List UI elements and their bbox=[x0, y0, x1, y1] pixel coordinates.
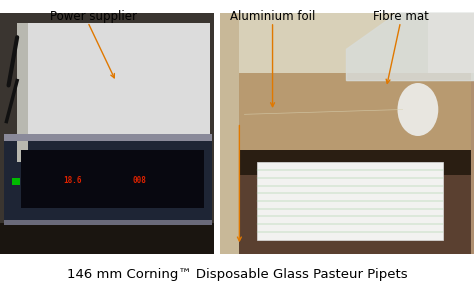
FancyBboxPatch shape bbox=[257, 162, 443, 239]
Text: 18.6: 18.6 bbox=[63, 176, 82, 185]
FancyBboxPatch shape bbox=[4, 141, 212, 223]
Polygon shape bbox=[346, 13, 474, 81]
FancyBboxPatch shape bbox=[17, 23, 210, 162]
FancyBboxPatch shape bbox=[239, 170, 472, 254]
Text: 146 mm Corning™ Disposable Glass Pasteur Pipets: 146 mm Corning™ Disposable Glass Pasteur… bbox=[67, 268, 407, 281]
FancyBboxPatch shape bbox=[17, 23, 28, 162]
FancyBboxPatch shape bbox=[239, 150, 472, 175]
Ellipse shape bbox=[398, 83, 438, 136]
Text: 008: 008 bbox=[133, 176, 147, 185]
FancyBboxPatch shape bbox=[219, 13, 474, 254]
FancyBboxPatch shape bbox=[0, 13, 214, 254]
Text: Fibre mat: Fibre mat bbox=[373, 10, 428, 23]
FancyBboxPatch shape bbox=[219, 13, 245, 254]
FancyBboxPatch shape bbox=[4, 220, 212, 225]
Text: Aluminium foil: Aluminium foil bbox=[230, 10, 315, 23]
FancyBboxPatch shape bbox=[21, 150, 203, 208]
FancyBboxPatch shape bbox=[428, 13, 474, 73]
FancyBboxPatch shape bbox=[239, 73, 472, 158]
FancyBboxPatch shape bbox=[4, 134, 212, 141]
FancyBboxPatch shape bbox=[239, 13, 474, 81]
Text: Power supplier: Power supplier bbox=[50, 10, 137, 23]
FancyBboxPatch shape bbox=[0, 223, 214, 254]
FancyBboxPatch shape bbox=[216, 13, 220, 254]
FancyBboxPatch shape bbox=[12, 178, 20, 185]
FancyBboxPatch shape bbox=[0, 13, 214, 254]
